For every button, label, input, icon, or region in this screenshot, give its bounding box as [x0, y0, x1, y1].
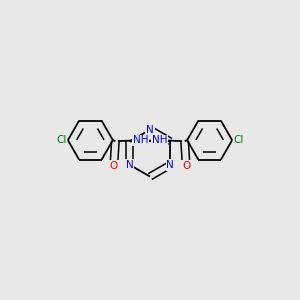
- Text: N: N: [126, 160, 134, 170]
- Text: Cl: Cl: [56, 135, 67, 145]
- Text: NH: NH: [152, 136, 167, 146]
- Text: NH: NH: [133, 136, 148, 146]
- Text: N: N: [146, 125, 154, 135]
- Text: O: O: [182, 161, 190, 171]
- Text: Cl: Cl: [233, 135, 244, 145]
- Text: O: O: [110, 161, 118, 171]
- Text: N: N: [167, 160, 174, 170]
